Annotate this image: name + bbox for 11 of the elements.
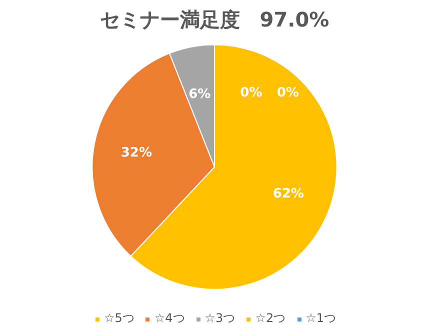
text: 0% — [276, 86, 299, 101]
legend-label: ☆2つ — [255, 310, 286, 327]
legend-label: ☆4つ — [154, 310, 185, 327]
text: 0% — [240, 86, 262, 101]
legend-label: ☆5つ — [104, 310, 134, 327]
data-label: 62% — [272, 186, 304, 202]
data-label: 6% — [188, 87, 211, 102]
data-label: 32% — [120, 146, 152, 161]
chart-title: セミナー満足度 97.0% — [100, 8, 330, 32]
legend-label: ☆3つ — [204, 310, 236, 327]
legend-label: ☆1つ — [306, 310, 336, 327]
